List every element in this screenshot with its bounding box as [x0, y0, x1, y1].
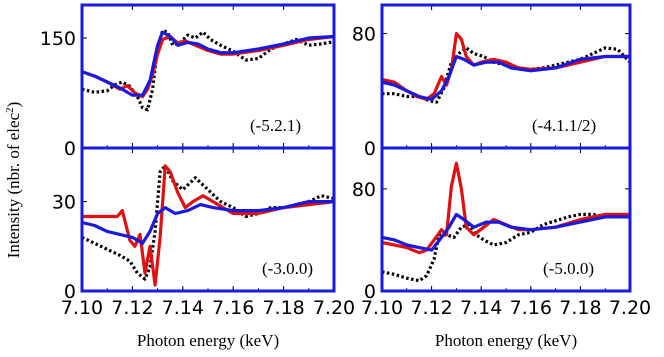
y-axis-title-main: Intensity (nbr. of elec — [4, 112, 23, 258]
measured-dotted-curve — [382, 212, 630, 283]
panel-frame — [380, 146, 632, 293]
x-tick-label: 7.18 — [559, 297, 601, 319]
x-tick-label: 7.16 — [212, 297, 254, 319]
y-axis-title-sup: 2 — [4, 107, 16, 113]
y-tick-label: 80 — [352, 24, 376, 46]
x-axis-title: Photon energy (keV) — [137, 331, 279, 350]
x-tick-label: 7.12 — [410, 297, 452, 319]
x-tick-label: 7.18 — [262, 297, 304, 319]
chart-panel-4: 0 80 (-5.0.0) 7.10 7.12 7.14 7.16 7.18 7.20 Photo… — [352, 146, 651, 350]
x-tick-label: 7.16 — [510, 297, 552, 319]
red-simulated-curve — [382, 161, 630, 255]
chart-panel-2: 0 80 (-4.1.1/2) — [352, 3, 632, 160]
panel-frame — [80, 146, 336, 293]
panel-label: (-5.2.1) — [250, 116, 301, 135]
y-tick-label: 0 — [364, 138, 376, 160]
x-tick-label: 7.14 — [162, 297, 204, 319]
x-tick-label: 7.10 — [61, 297, 103, 319]
y-tick-label: 0 — [64, 138, 76, 160]
blue-simulated-curve — [82, 30, 334, 97]
panel-label: (-5.0.0) — [543, 259, 594, 278]
y-tick-label: 0 — [364, 281, 376, 303]
panel-label: (-4.1.1/2) — [532, 116, 596, 135]
y-tick-label: 0 — [64, 281, 76, 303]
blue-simulated-curve — [382, 212, 630, 252]
x-tick-label: 7.12 — [111, 297, 153, 319]
x-tick-label: 7.20 — [313, 297, 355, 319]
x-tick-label: 7.14 — [460, 297, 502, 319]
x-tick-label: 7.10 — [361, 297, 403, 319]
x-tick-label: 7.20 — [609, 297, 651, 319]
measured-dotted-curve — [382, 46, 630, 104]
y-axis-title: Intensity (nbr. of elec2) — [4, 102, 23, 259]
y-tick-label: 30 — [52, 192, 76, 214]
panels: 0 150 (-5.2.1) 0 80 (-4.1.1/2) 0 30 (-3.0.0) 7.10… — [40, 3, 651, 350]
chart-panel-3: 0 30 (-3.0.0) 7.10 7.12 7.14 7.16 7.18 7.20 Photo… — [52, 146, 355, 350]
blue-simulated-curve — [82, 200, 334, 245]
chart-panel-1: 0 150 (-5.2.1) — [40, 3, 336, 160]
y-tick-label: 150 — [40, 28, 76, 50]
y-axis-title-close: ) — [4, 102, 23, 108]
y-tick-label: 80 — [352, 179, 376, 201]
panel-label: (-3.0.0) — [262, 259, 313, 278]
blue-simulated-curve — [382, 54, 630, 102]
x-axis-title: Photon energy (keV) — [435, 331, 577, 350]
